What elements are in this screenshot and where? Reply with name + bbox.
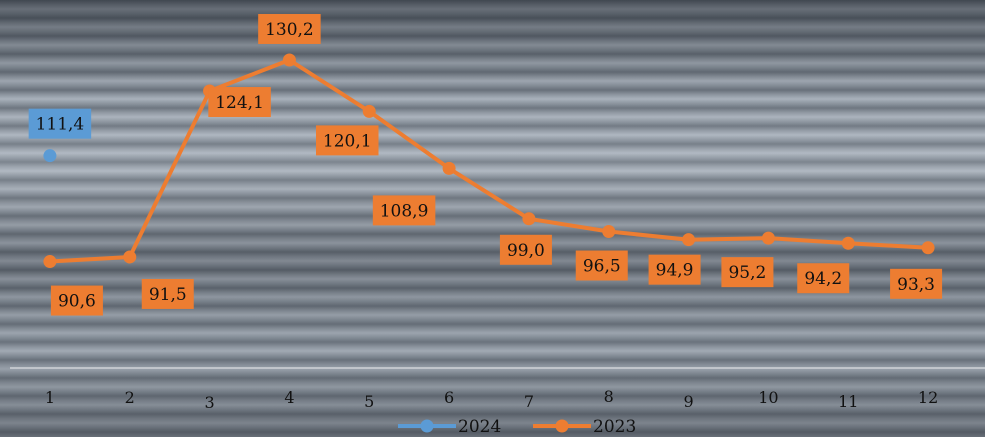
data-label-box bbox=[648, 254, 701, 285]
data-point-2023 bbox=[522, 212, 536, 226]
data-label: 99,0 bbox=[507, 241, 545, 261]
x-tick-label: 2 bbox=[125, 388, 135, 407]
data-label: 108,9 bbox=[380, 201, 429, 221]
data-point-2023 bbox=[123, 250, 137, 264]
x-tick-label: 4 bbox=[284, 388, 294, 407]
data-label: 120,1 bbox=[323, 131, 372, 151]
data-label-box bbox=[721, 257, 774, 288]
x-tick-label: 7 bbox=[524, 392, 534, 411]
data-point-2023 bbox=[282, 53, 296, 67]
x-tick-label: 8 bbox=[604, 387, 614, 406]
data-point-2023 bbox=[43, 255, 57, 269]
legend-label: 2024 bbox=[458, 417, 501, 437]
data-label-box bbox=[575, 250, 628, 281]
x-tick-label: 3 bbox=[204, 393, 214, 412]
data-label-box bbox=[50, 285, 103, 316]
x-tick-label: 6 bbox=[444, 388, 454, 407]
data-label-box bbox=[797, 263, 850, 294]
legend-label: 2023 bbox=[593, 417, 636, 437]
data-label-box bbox=[890, 268, 943, 299]
data-point-2023 bbox=[921, 241, 935, 255]
data-point-2023 bbox=[841, 236, 855, 250]
data-label: 94,9 bbox=[656, 261, 694, 281]
data-label: 111,4 bbox=[36, 115, 85, 135]
data-point-2023 bbox=[362, 104, 376, 118]
data-point-2023 bbox=[682, 233, 696, 247]
x-tick-label: 9 bbox=[683, 392, 693, 411]
data-label: 91,5 bbox=[149, 285, 187, 305]
data-label: 96,5 bbox=[583, 257, 621, 277]
data-label: 94,2 bbox=[804, 269, 842, 289]
data-label-box bbox=[141, 278, 194, 309]
data-label-box bbox=[499, 234, 552, 265]
data-point-2023 bbox=[602, 225, 616, 239]
x-tick-label: 12 bbox=[918, 388, 938, 407]
data-point-2024 bbox=[43, 149, 57, 163]
legend-marker-2023 bbox=[555, 419, 569, 433]
data-label-box bbox=[28, 108, 92, 139]
series-line-2023 bbox=[47, 58, 931, 264]
data-label-box bbox=[258, 13, 321, 44]
data-point-2023 bbox=[761, 231, 775, 245]
data-label: 90,6 bbox=[58, 292, 96, 312]
data-label: 93,3 bbox=[897, 275, 935, 295]
data-label: 130,2 bbox=[265, 20, 314, 40]
x-tick-label: 5 bbox=[364, 392, 374, 411]
legend-marker-2024 bbox=[420, 419, 434, 433]
x-tick-label: 10 bbox=[758, 388, 778, 407]
data-label: 95,2 bbox=[728, 263, 766, 283]
data-label-box bbox=[208, 87, 271, 118]
data-label-box bbox=[316, 125, 379, 156]
data-label-box bbox=[372, 195, 436, 226]
x-tick-label: 1 bbox=[45, 388, 55, 407]
data-point-2023 bbox=[442, 161, 456, 175]
x-tick-label: 11 bbox=[838, 392, 858, 411]
data-label: 124,1 bbox=[215, 93, 264, 113]
